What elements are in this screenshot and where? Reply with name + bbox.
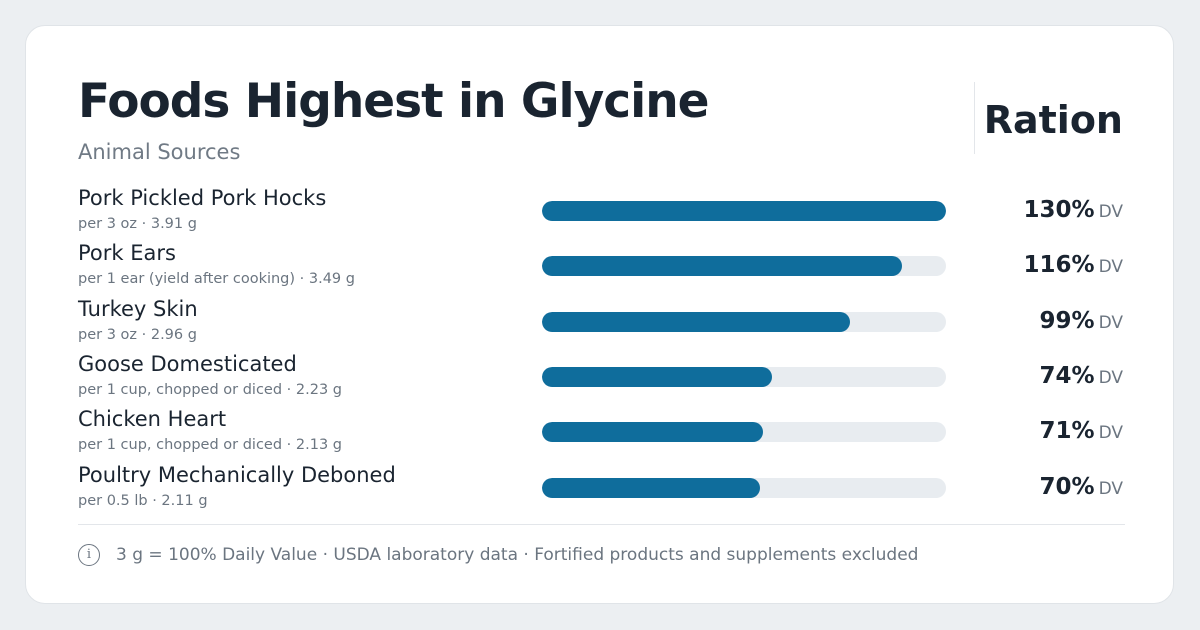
bar-track (542, 422, 946, 443)
value-number: 71% (1039, 418, 1095, 445)
value-number: 130% (1023, 197, 1095, 223)
chart-row: Goose Domesticated per 1 cup, chopped or … (26, 350, 1173, 405)
serving-detail: per 1 ear (yield after cooking) · 3.49 g (78, 271, 355, 288)
value-number: 70% (1039, 473, 1095, 500)
value-unit: DV (1098, 257, 1123, 278)
food-name: Pork Pickled Pork Hocks (78, 186, 327, 210)
food-name: Turkey Skin (78, 296, 198, 321)
bar (542, 256, 902, 277)
bar (542, 311, 850, 332)
value-number: 74% (1039, 362, 1095, 389)
bar (542, 201, 946, 221)
serving-detail: per 3 oz · 3.91 g (78, 216, 197, 232)
value-number: 99% (1039, 307, 1095, 334)
serving-detail: per 1 cup, chopped or diced · 2.13 g (78, 437, 342, 454)
food-name: Chicken Heart (78, 407, 227, 432)
chart-row: Turkey Skin per 3 oz · 2.96 g 99% DV (26, 295, 1173, 350)
value-unit: DV (1098, 423, 1123, 444)
value-label: 74% DV (1040, 363, 1123, 389)
value-label: 99% DV (1040, 308, 1123, 334)
value-label: 116% DV (1024, 252, 1123, 278)
value-unit: DV (1098, 312, 1123, 333)
bar-track (542, 366, 946, 387)
bar-track (542, 311, 946, 332)
chart-card: Foods Highest in Glycine Animal Sources … (25, 25, 1174, 604)
footnote: 3 g = 100% Daily Value · USDA laboratory… (116, 545, 919, 565)
chart-row: Poultry Mechanically Deboned per 0.5 lb ·… (26, 461, 1173, 516)
value-unit: DV (1098, 367, 1123, 388)
food-name: Pork Ears (78, 241, 176, 266)
value-label: 70% DV (1040, 474, 1123, 500)
chart-row: Chicken Heart per 1 cup, chopped or diced… (26, 405, 1173, 460)
serving-detail: per 3 oz · 2.96 g (78, 326, 197, 343)
value-unit: DV (1098, 478, 1123, 499)
value-label: 71% DV (1040, 418, 1123, 444)
food-name: Poultry Mechanically Deboned (78, 462, 396, 487)
chart-row: Pork Pickled Pork Hocks per 3 oz · 3.91 g… (26, 184, 1173, 239)
value-label: 130% DV (1024, 197, 1123, 223)
serving-detail: per 1 cup, chopped or diced · 2.23 g (78, 381, 342, 398)
info-icon: i (78, 544, 100, 566)
footer-divider (78, 524, 1125, 525)
serving-detail: per 0.5 lb · 2.11 g (78, 492, 208, 509)
page-subtitle: Animal Sources (78, 140, 241, 164)
value-number: 116% (1023, 252, 1095, 279)
bar-track (542, 256, 946, 277)
bar (542, 422, 763, 443)
bar-track (542, 201, 946, 221)
bar-track (542, 477, 946, 498)
food-name: Goose Domesticated (78, 351, 297, 376)
page-title: Foods Highest in Glycine (78, 74, 710, 129)
brand-logo: Ration (983, 98, 1123, 142)
bar (542, 366, 772, 387)
chart-row: Pork Ears per 1 ear (yield after cooking)… (26, 239, 1173, 294)
header-divider (974, 82, 975, 154)
bar (542, 477, 760, 498)
value-unit: DV (1098, 202, 1123, 222)
